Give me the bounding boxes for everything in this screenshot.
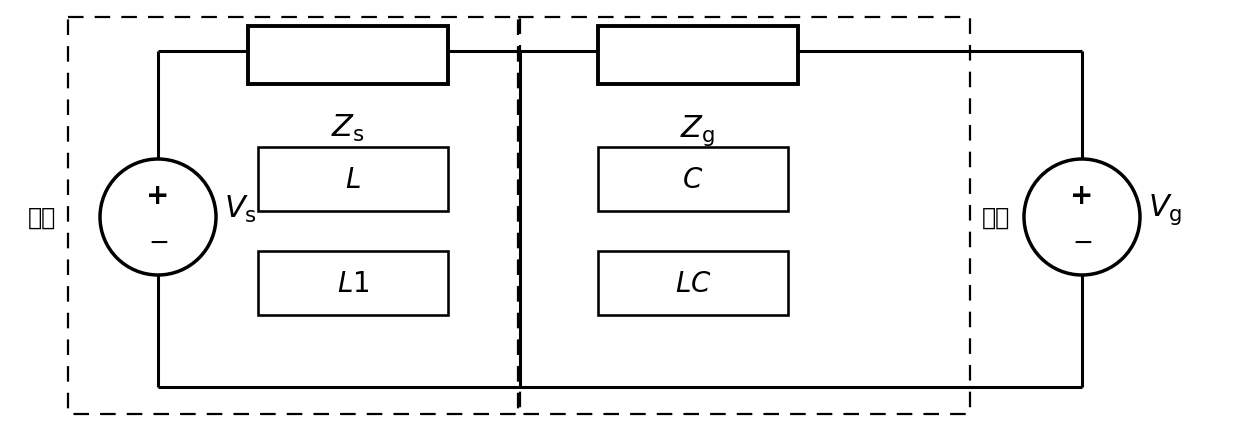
Text: $C$: $C$ xyxy=(682,166,703,194)
Bar xyxy=(258,252,448,315)
Text: $-$: $-$ xyxy=(148,230,169,254)
Text: 电网: 电网 xyxy=(982,206,1011,230)
Bar xyxy=(248,27,448,85)
Text: $-$: $-$ xyxy=(1071,230,1092,254)
Text: $V_{\mathrm{s}}$: $V_{\mathrm{s}}$ xyxy=(224,194,257,224)
Bar xyxy=(598,27,799,85)
Text: $L$: $L$ xyxy=(345,166,361,194)
Text: $V_{\mathrm{g}}$: $V_{\mathrm{g}}$ xyxy=(1148,191,1183,226)
Circle shape xyxy=(1024,160,1140,275)
Text: +: + xyxy=(146,181,170,209)
Text: +: + xyxy=(1070,181,1094,209)
Bar xyxy=(518,18,970,414)
Bar xyxy=(598,252,787,315)
Bar xyxy=(258,147,448,212)
Text: $Z_{\mathrm{s}}$: $Z_{\mathrm{s}}$ xyxy=(331,113,365,144)
Text: $LC$: $LC$ xyxy=(675,269,712,297)
Bar xyxy=(598,147,787,212)
Circle shape xyxy=(100,160,216,275)
Text: $L1$: $L1$ xyxy=(337,269,370,297)
Text: 电源: 电源 xyxy=(27,206,56,230)
Text: $Z_{\mathrm{g}}$: $Z_{\mathrm{g}}$ xyxy=(681,113,715,147)
Bar xyxy=(68,18,520,414)
